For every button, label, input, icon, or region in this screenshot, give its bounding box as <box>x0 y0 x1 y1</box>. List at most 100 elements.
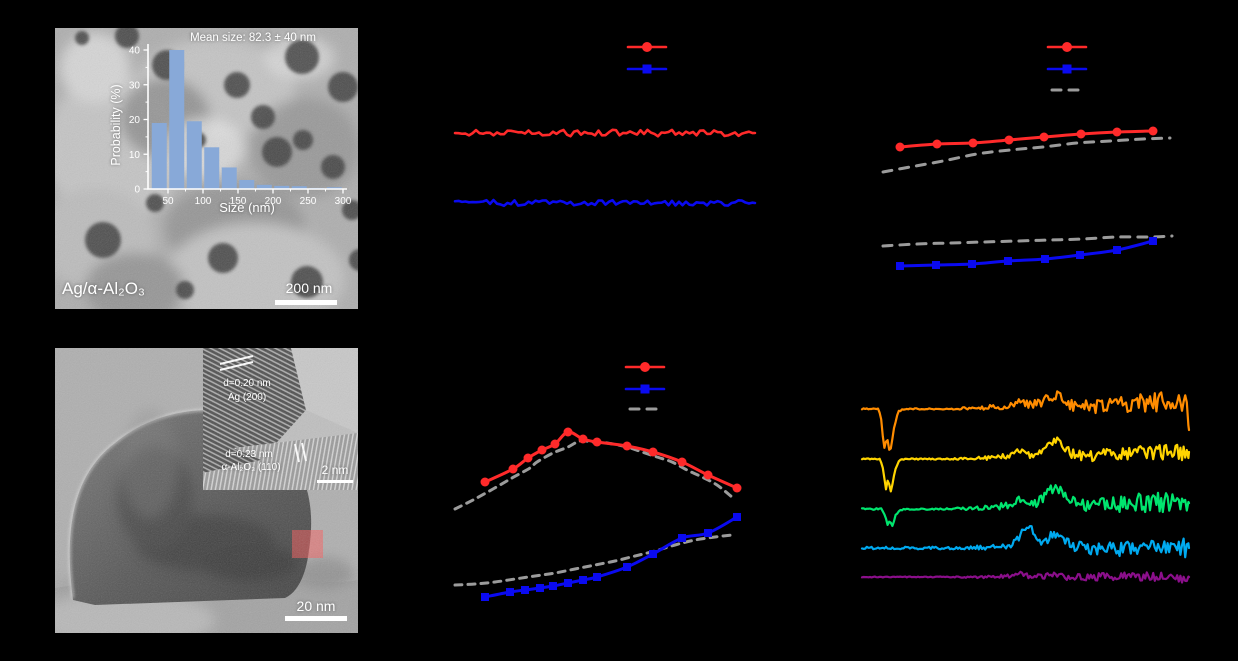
red-line-circles-marker <box>1039 132 1049 142</box>
spectrum-orange <box>860 390 1191 451</box>
legend-blue-entry-marker <box>1062 64 1072 74</box>
red-line-circles-marker <box>968 138 978 148</box>
tem-image-bottom: d=0.20 nm Ag (200) d=0.23 nm α-Al₂O₃ (11… <box>55 348 358 633</box>
spectrum-green <box>860 484 1191 528</box>
spectrum-yellow <box>860 436 1191 493</box>
gray-dashed-upper <box>453 439 734 511</box>
red-line-circles-marker <box>1004 135 1014 145</box>
red-line-circles-marker <box>1076 129 1086 139</box>
red-line-circles-marker <box>932 139 942 149</box>
blue-line-squares-marker <box>733 513 741 521</box>
red-line-circles-marker <box>703 470 713 480</box>
inset-plane-1: Ag (200) <box>227 392 267 403</box>
legend-red-entry-marker <box>1062 42 1072 52</box>
red-line-circles-marker <box>1148 126 1158 136</box>
hist-ytick-label: 30 <box>129 80 141 91</box>
red-line-circles-marker <box>480 477 490 487</box>
inset-plane-2: α-Al₂O₃ (110) <box>221 462 281 473</box>
hist-ytick-label: 10 <box>129 150 141 161</box>
blue-line-squares-marker <box>704 529 712 537</box>
red-line-circles-marker <box>508 464 518 474</box>
blue-line-squares-marker <box>564 579 572 587</box>
hist-xtick-label: 300 <box>335 196 352 207</box>
hist-xtick-label: 200 <box>265 196 282 207</box>
spectrum-purple <box>860 570 1191 584</box>
legend-blue-entry-marker <box>642 64 652 74</box>
hist-bar <box>169 50 185 189</box>
red-line-circles-marker <box>622 441 632 451</box>
sample-label: Ag/α-Al₂O₃ <box>62 279 145 298</box>
blue-line-squares-marker <box>678 534 686 542</box>
gray-dashed-lower <box>453 533 734 587</box>
blue-line-squares-marker <box>1004 257 1012 265</box>
blue-line-squares-marker <box>1041 255 1049 263</box>
scalebar-label: 20 nm <box>296 598 336 614</box>
inset-scalebar-label: 2 nm <box>321 463 349 477</box>
red-line-circles-marker <box>550 439 560 449</box>
hist-bar <box>186 121 202 189</box>
blue-line-squares <box>483 515 739 599</box>
hist-ytick-label: 40 <box>129 46 141 57</box>
histogram-x-axis-label: Size (nm) <box>219 200 275 215</box>
hist-xtick-label: 250 <box>300 196 317 207</box>
legend-blue-entry-marker <box>640 384 650 394</box>
blue-line-squares-marker <box>549 582 557 590</box>
red-line-circles-marker <box>677 457 687 467</box>
hist-bar <box>239 179 255 189</box>
hist-xtick-label: 150 <box>230 196 247 207</box>
red-line-circles <box>483 430 739 490</box>
histogram-title: Mean size: 82.3 ± 40 nm <box>190 32 316 44</box>
blue-line-squares-marker <box>481 593 489 601</box>
hist-ytick-label: 20 <box>129 115 141 126</box>
tem-bottom-art <box>55 348 358 633</box>
blue-line-squares-marker <box>623 563 631 571</box>
blue-line-squares-marker <box>968 260 976 268</box>
blue-line-squares-marker <box>593 573 601 581</box>
blue-line-squares-marker <box>1076 251 1084 259</box>
red-line-circles-marker <box>563 427 573 437</box>
blue-line-squares-marker <box>649 550 657 558</box>
red-noisy-trace <box>453 128 757 138</box>
blue-line-squares-marker <box>536 584 544 592</box>
inset-d-spacing-2: d=0.23 nm <box>225 449 273 460</box>
hist-bar <box>326 187 342 189</box>
hist-bar <box>151 122 167 189</box>
histogram-inset: 50 100 150 200 250 300 0 10 20 30 40 Mean size: 82… <box>105 30 358 225</box>
hist-bar <box>291 186 307 189</box>
hist-xtick-label: 50 <box>162 196 174 207</box>
tem-image-top: 50 100 150 200 250 300 0 10 20 30 40 Mean size: 82… <box>55 28 358 309</box>
inset-d-spacing-1: d=0.20 nm <box>223 378 271 389</box>
scalebar-label: 200 nm <box>285 280 333 296</box>
red-line-circles-marker <box>895 142 905 152</box>
gray-dashed-upper <box>881 136 1172 174</box>
hist-bar <box>221 167 237 189</box>
red-line-circles-marker <box>537 445 547 455</box>
red-line-circles-marker <box>732 483 742 493</box>
blue-line-squares-marker <box>521 586 529 594</box>
inset-scalebar <box>317 480 353 483</box>
legend-red-entry-marker <box>640 362 650 372</box>
red-line-circles-marker <box>592 437 602 447</box>
hist-xtick-label: 100 <box>195 196 212 207</box>
gray-dashed-lower <box>881 234 1174 248</box>
blue-line-squares-marker <box>1113 246 1121 254</box>
blue-line-squares-marker <box>896 262 904 270</box>
legend-red-entry-marker <box>642 42 652 52</box>
red-line-circles-marker <box>523 453 533 463</box>
histogram-plot: 50 100 150 200 250 300 0 10 20 30 40 <box>129 44 352 207</box>
blue-line-squares-marker <box>1149 237 1157 245</box>
blue-line-squares-marker <box>932 261 940 269</box>
blue-noisy-trace <box>453 198 757 208</box>
spectrum-cyan <box>860 524 1191 559</box>
blue-line-squares-marker <box>579 576 587 584</box>
hist-bar <box>204 147 220 189</box>
red-line-circles-marker <box>578 434 588 444</box>
hist-bar <box>256 184 272 189</box>
blue-line-squares-marker <box>506 588 514 596</box>
hist-bar <box>274 185 290 189</box>
hist-ytick-label: 0 <box>134 185 140 196</box>
scalebar <box>285 616 347 621</box>
scalebar <box>275 300 337 305</box>
